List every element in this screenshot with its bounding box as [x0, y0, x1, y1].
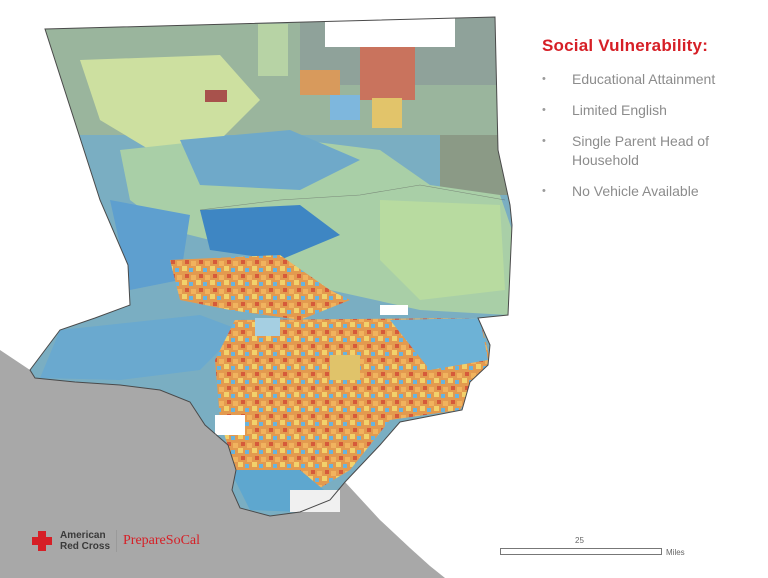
list-item-label: Limited English — [572, 102, 667, 118]
brand-suffix: SoCal — [165, 533, 201, 548]
scale-bar-graphic — [500, 548, 662, 555]
brand-name: PrepareSoCal — [123, 533, 200, 549]
no-data-area — [290, 490, 340, 512]
county-outline — [29, 16, 513, 517]
list-item-label: Single Parent Head of Household — [572, 133, 709, 168]
panel-title: Social Vulnerability: — [542, 36, 709, 55]
org-line1: American — [60, 530, 106, 541]
region-boundary — [199, 184, 506, 211]
scale-unit: Miles — [666, 548, 685, 557]
red-cross-logo: American Red Cross PrepareSoCal — [30, 527, 200, 555]
no-data-area — [325, 17, 455, 47]
bullet-icon: • — [542, 185, 546, 197]
vulnerability-list: • Educational Attainment • Limited English… — [540, 70, 755, 213]
brand-prefix: Prepare — [123, 533, 166, 548]
list-item: • No Vehicle Available — [540, 182, 755, 201]
bullet-icon: • — [542, 135, 546, 147]
scale-value: 25 — [575, 536, 584, 545]
org-name: American Red Cross — [60, 530, 110, 552]
logo-divider — [116, 530, 118, 552]
red-cross-icon — [30, 529, 54, 553]
bullet-icon: • — [542, 104, 546, 116]
list-item: • Educational Attainment — [540, 70, 755, 89]
list-item-label: Educational Attainment — [572, 71, 716, 87]
bullet-icon: • — [542, 73, 546, 85]
ocean — [0, 350, 445, 578]
list-item-label: No Vehicle Available — [572, 183, 699, 199]
list-item: • Single Parent Head of Household — [540, 132, 755, 170]
scale-bar: 25 Miles — [500, 536, 685, 557]
no-data-area — [215, 415, 245, 435]
org-line2: Red Cross — [60, 541, 111, 552]
no-data-area — [380, 305, 408, 315]
list-item: • Limited English — [540, 101, 755, 120]
